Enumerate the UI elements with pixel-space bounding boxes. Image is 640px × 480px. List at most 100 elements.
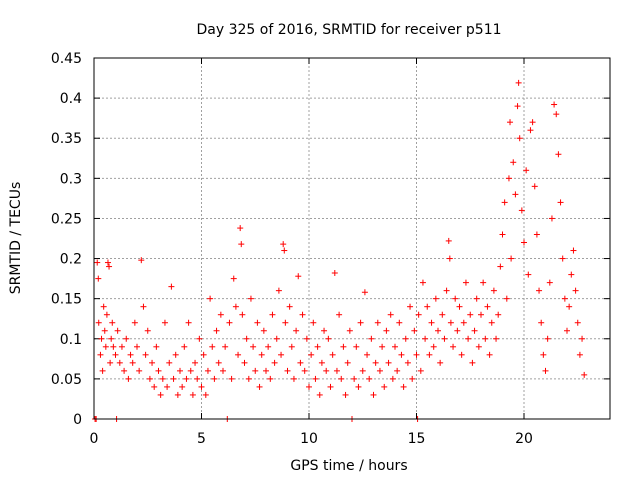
data-point: [542, 367, 549, 374]
y-tick-label: 0.3: [60, 171, 82, 187]
data-point: [170, 375, 177, 382]
data-point: [177, 367, 183, 374]
data-point: [269, 311, 276, 318]
data-point: [417, 367, 424, 374]
data-point: [361, 289, 368, 296]
data-point: [325, 335, 332, 342]
data-point: [462, 279, 469, 286]
data-point: [394, 367, 401, 374]
data-point: [366, 375, 373, 382]
data-point: [260, 327, 267, 334]
data-point: [323, 367, 330, 374]
x-tick-label: 15: [408, 431, 426, 447]
data-point: [422, 335, 429, 342]
data-point: [297, 359, 304, 366]
data-point: [357, 319, 364, 326]
data-point: [254, 319, 261, 326]
data-point: [518, 207, 525, 214]
data-point: [381, 383, 388, 390]
data-point: [299, 311, 306, 318]
data-point: [222, 343, 229, 350]
data-point: [288, 343, 295, 350]
data-point: [106, 263, 113, 270]
data-point: [346, 327, 353, 334]
data-point: [213, 327, 220, 334]
data-point: [484, 303, 491, 310]
data-point: [192, 359, 199, 366]
data-point: [426, 351, 433, 358]
data-point: [273, 335, 280, 342]
data-points: [92, 79, 588, 422]
data-point: [572, 287, 579, 294]
data-point: [247, 295, 254, 302]
data-point: [95, 275, 102, 282]
data-point: [430, 343, 437, 350]
x-tick-label: 20: [515, 431, 533, 447]
data-point: [314, 343, 321, 350]
data-point: [134, 343, 140, 350]
data-point: [579, 335, 586, 342]
data-point: [181, 343, 188, 350]
data-point: [243, 335, 250, 342]
data-point: [196, 335, 203, 342]
data-point: [220, 367, 226, 374]
plot-frame: [93, 57, 611, 420]
data-point: [116, 359, 123, 366]
data-point: [454, 327, 461, 334]
data-point: [303, 335, 310, 342]
data-point: [488, 319, 495, 326]
x-tick-label: 5: [197, 431, 206, 447]
x-tick-labels: 0 5 10 15 20: [90, 431, 533, 447]
data-point: [98, 335, 105, 342]
data-point: [123, 335, 130, 342]
data-point: [407, 303, 414, 310]
data-point: [370, 391, 377, 398]
data-point: [447, 319, 454, 326]
data-point: [103, 311, 110, 318]
data-point: [469, 359, 476, 366]
data-point: [452, 295, 459, 302]
data-point: [507, 119, 514, 126]
x-tick-label: 10: [300, 431, 318, 447]
data-point: [153, 343, 160, 350]
data-point: [503, 295, 510, 302]
data-point: [308, 351, 315, 358]
data-point: [226, 319, 233, 326]
data-point: [450, 343, 457, 350]
data-point: [333, 367, 340, 374]
data-point: [290, 375, 297, 382]
y-tick-label: 0.05: [51, 372, 82, 388]
data-point: [389, 375, 396, 382]
data-point: [241, 359, 248, 366]
data-point: [256, 383, 263, 390]
data-point: [413, 351, 420, 358]
data-point: [527, 127, 534, 134]
data-point: [499, 231, 506, 238]
axis-ticks: [93, 57, 610, 420]
data-point: [432, 295, 439, 302]
data-point: [321, 327, 328, 334]
grid: [94, 58, 610, 419]
data-point: [237, 225, 244, 232]
data-point: [415, 311, 422, 318]
data-point: [551, 101, 558, 108]
data-point: [531, 183, 538, 190]
data-point: [460, 319, 467, 326]
data-point: [118, 343, 125, 350]
data-point: [336, 311, 343, 318]
data-point: [127, 351, 134, 358]
data-point: [194, 375, 201, 382]
data-point: [404, 359, 411, 366]
data-point: [95, 319, 102, 326]
data-point: [97, 351, 104, 358]
data-point: [372, 359, 379, 366]
data-point: [364, 351, 371, 358]
data-point: [443, 287, 450, 294]
data-point: [146, 375, 153, 382]
data-point: [536, 287, 543, 294]
data-point: [465, 335, 472, 342]
data-point: [235, 351, 242, 358]
data-point: [140, 303, 147, 310]
data-point: [280, 241, 287, 248]
data-point: [501, 199, 508, 206]
